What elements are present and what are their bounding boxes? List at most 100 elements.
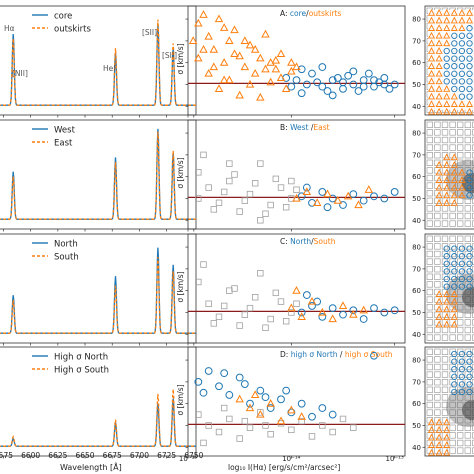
map-cell (434, 250, 441, 258)
point-square (215, 199, 223, 207)
point-circle (261, 393, 270, 402)
map-outskirts-marker (450, 92, 458, 100)
map-cell (441, 136, 449, 144)
point-square (298, 417, 305, 425)
map-core-marker (443, 55, 450, 62)
point-circle (282, 386, 291, 395)
point-triangle (307, 296, 317, 305)
point-circle (349, 67, 358, 76)
scatter-panel-title: A: core/outskirts (280, 9, 341, 18)
map-east-marker (443, 168, 451, 176)
map-outskirts-marker (465, 100, 474, 107)
point-square (195, 278, 202, 286)
point-circle (194, 377, 203, 386)
map-cell (426, 386, 433, 393)
spectrum-line-high-south (0, 389, 196, 447)
point-triangle (266, 58, 275, 66)
map-high-south-marker (435, 426, 443, 433)
point-circle (225, 391, 234, 399)
map-cell (472, 129, 474, 136)
map-cell (457, 121, 464, 128)
map-cell (472, 159, 474, 166)
map-east-marker (435, 176, 443, 183)
map-core-marker (451, 63, 458, 70)
point-square (288, 426, 295, 434)
map-outskirts-marker (427, 24, 436, 31)
map-north-marker (443, 268, 450, 275)
title-part: / (338, 350, 345, 359)
map-south-marker (435, 297, 443, 305)
point-triangle (256, 92, 265, 101)
map-cell (434, 334, 441, 341)
map-cell (434, 220, 441, 227)
scatter-frame (187, 5, 406, 116)
map-cell (464, 205, 471, 212)
point-circle (297, 89, 306, 98)
map-cell (472, 319, 474, 326)
map-outskirts-marker (443, 100, 451, 107)
point-circle (323, 87, 332, 95)
map-cell (472, 334, 474, 341)
map-outskirts-marker (427, 9, 436, 16)
map-core-marker (451, 47, 458, 55)
map-cell (426, 212, 433, 220)
map-cell (426, 152, 433, 159)
legend-label-1: core (54, 12, 72, 22)
map-east-marker (458, 191, 466, 199)
point-circle (359, 196, 368, 205)
map-high-south-marker (435, 418, 443, 426)
point-circle (359, 82, 368, 91)
spectrum-line-high-north (0, 398, 196, 447)
point-triangle (297, 312, 306, 320)
point-triangle (225, 36, 234, 44)
point-circle (333, 74, 342, 82)
map-south-marker (435, 305, 443, 313)
point-triangle (354, 200, 363, 209)
point-circle (235, 373, 244, 382)
legend-label-2: outskirts (54, 25, 91, 35)
point-triangle (219, 75, 229, 84)
map-cell (426, 304, 433, 311)
point-triangle (209, 44, 219, 53)
title-part: core (290, 9, 307, 18)
map-cell (426, 371, 433, 378)
map-high-north-marker (451, 381, 458, 388)
spectrum-panel-4: High σ North High σ South (0, 346, 197, 459)
map-cell (472, 205, 474, 212)
point-square (205, 184, 212, 191)
point-triangle (204, 68, 213, 77)
map-cell (441, 363, 449, 371)
point-triangle (230, 25, 239, 34)
map-core-marker (451, 85, 458, 93)
map-cell (449, 326, 456, 334)
map-cell (472, 311, 474, 318)
map-north-marker (466, 245, 473, 252)
map-cell (464, 212, 471, 220)
map-cell (434, 326, 441, 334)
map-cell (472, 386, 474, 393)
map-cell (434, 243, 441, 250)
map-cell (441, 235, 449, 242)
map-cell (457, 136, 464, 144)
map-east-marker (458, 176, 466, 183)
map-north-marker (443, 260, 450, 267)
point-circle (380, 80, 389, 89)
map-east-marker (435, 168, 443, 176)
map-cell (426, 144, 433, 151)
map-south-marker (435, 313, 443, 320)
point-circle (370, 76, 378, 85)
map-panel-1: 40 50 60 70 80 (412, 5, 474, 116)
map-high-north-marker (458, 350, 466, 358)
map-outskirts-marker (427, 16, 436, 24)
map-cell (441, 326, 449, 334)
map-north-marker (443, 245, 450, 252)
map-east-marker (435, 161, 443, 168)
point-circle (344, 71, 353, 80)
point-circle (308, 69, 316, 78)
point-square (226, 177, 233, 185)
spectrum-xtick-label: 6600 (21, 451, 40, 460)
point-circle (349, 190, 358, 199)
map-core-marker (451, 55, 458, 62)
map-cell (426, 363, 433, 371)
map-ytick-label: 50 (412, 195, 421, 203)
